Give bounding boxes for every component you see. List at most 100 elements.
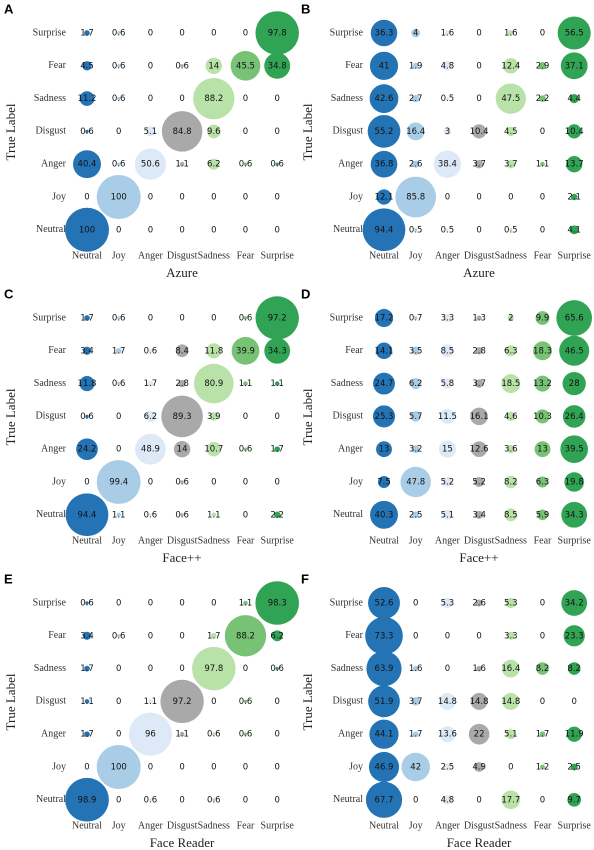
value-label: 0.6 [112, 94, 126, 104]
value-label: 0.5 [409, 225, 423, 235]
value-label: 8.5 [441, 346, 455, 356]
value-label: 47.5 [501, 94, 520, 104]
value-label: 41 [379, 61, 390, 71]
bubble [255, 11, 299, 55]
value-label: 0.6 [239, 730, 253, 740]
y-tick-label: Sadness [34, 663, 66, 674]
bubble [539, 731, 546, 738]
value-label: 26.4 [565, 412, 584, 422]
bubble [148, 798, 153, 802]
value-label: 0 [540, 631, 545, 641]
x-axis-label: Azure [166, 265, 198, 280]
y-axis-label: True Label [3, 103, 18, 160]
bubble [506, 126, 516, 137]
value-label: 2.8 [472, 346, 486, 356]
bubble [369, 84, 399, 113]
y-tick-label: Sadness [331, 663, 363, 674]
bubble [401, 752, 430, 782]
value-label: 94.4 [375, 225, 394, 235]
y-tick-label: Fear [48, 60, 66, 71]
bubble [274, 446, 281, 453]
bubble [84, 699, 90, 704]
x-tick-label: Surprise [261, 250, 295, 261]
value-label: 0 [540, 193, 545, 203]
value-label: 0.6 [239, 314, 253, 324]
x-tick-label: Neutral [72, 250, 102, 261]
bubble [505, 729, 516, 740]
bubble [73, 150, 101, 179]
value-label: 14.8 [438, 697, 457, 707]
value-label: 34.2 [565, 599, 584, 609]
y-tick-label: Fear [345, 60, 363, 71]
value-label: 1.6 [472, 664, 486, 674]
value-label: 5.2 [441, 478, 455, 488]
value-label: 0 [211, 599, 216, 609]
value-label: 0.6 [112, 631, 126, 641]
value-label: 0.6 [112, 379, 126, 389]
value-label: 1.7 [409, 730, 423, 740]
value-label: 2.9 [536, 61, 550, 71]
value-label: 2.5 [441, 763, 455, 773]
value-label: 52.6 [375, 599, 394, 609]
value-label: 0 [179, 631, 184, 641]
x-tick-label: Neutral [72, 820, 102, 831]
x-tick-label: Surprise [558, 820, 592, 831]
bubble [561, 590, 588, 616]
value-label: 6.3 [504, 346, 518, 356]
bubble [82, 631, 92, 640]
y-tick-label: Disgust [332, 696, 363, 707]
value-label: 24.7 [375, 379, 394, 389]
y-tick-label: Neutral [36, 794, 66, 805]
value-label: 39.9 [236, 346, 255, 356]
x-tick-label: Joy [112, 535, 126, 546]
bubble [567, 124, 582, 139]
x-tick-label: Fear [237, 250, 255, 261]
bubble [180, 513, 184, 517]
value-label: 4.5 [504, 127, 518, 137]
bubble [148, 349, 153, 353]
value-label: 63.9 [375, 664, 394, 674]
bubble [506, 411, 516, 422]
bubble [365, 616, 403, 655]
value-label: 3.7 [409, 697, 423, 707]
value-label: 11.8 [204, 346, 223, 356]
value-label: 96 [145, 730, 156, 740]
value-label: 0 [476, 193, 481, 203]
value-label: 6.2 [409, 379, 423, 389]
value-label: 1.1 [536, 160, 550, 170]
value-label: 3.7 [504, 160, 518, 170]
x-tick-label: Disgust [464, 250, 495, 261]
value-label: 0 [148, 763, 153, 773]
value-label: 13.7 [565, 160, 584, 170]
value-label: 28 [569, 379, 580, 389]
value-label: 0 [476, 225, 481, 235]
value-label: 6.2 [144, 412, 158, 422]
y-tick-label: Disgust [332, 411, 363, 422]
x-tick-label: Neutral [369, 250, 399, 261]
value-label: 0.6 [112, 314, 126, 324]
value-label: 0 [179, 314, 184, 324]
bubble [128, 712, 172, 756]
x-tick-label: Fear [534, 535, 552, 546]
value-label: 1.6 [441, 29, 455, 39]
value-label: 0 [148, 478, 153, 488]
x-tick-label: Sadness [495, 820, 527, 831]
panel-label: B [301, 1, 310, 16]
bubble [470, 692, 488, 710]
bubble [85, 129, 89, 134]
value-label: 0 [508, 763, 513, 773]
value-label: 2.2 [536, 94, 550, 104]
bubble [440, 344, 454, 358]
value-label: 3.9 [207, 412, 221, 422]
bubble [275, 162, 279, 166]
value-label: 97.8 [204, 664, 223, 674]
bubble [538, 62, 547, 70]
bubble [501, 659, 520, 678]
bubble [476, 665, 482, 672]
bubble [533, 341, 552, 361]
bubble [563, 625, 585, 647]
bubble [116, 381, 121, 386]
value-label: 0 [274, 127, 279, 137]
